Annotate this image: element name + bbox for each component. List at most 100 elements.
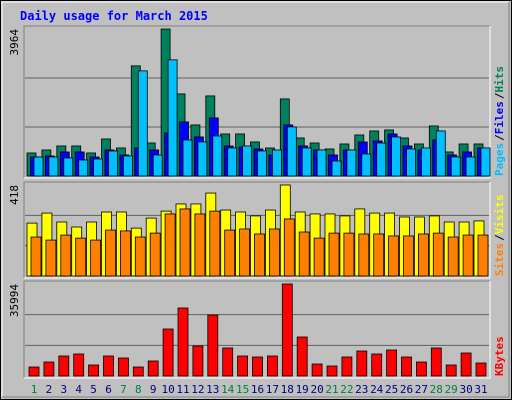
bar [432,232,444,277]
bar [257,150,267,177]
bar [167,59,178,177]
bar [222,347,234,377]
bar [341,356,353,377]
x-tick-label: 14 [221,383,235,396]
x-tick-label: 21 [325,383,338,396]
bar [207,314,219,377]
x-tick-label: 2 [46,383,53,396]
bar [254,233,265,277]
x-tick-label: 11 [176,383,189,396]
x-tick-label: 6 [105,383,112,396]
bar [28,366,40,377]
bar [331,160,342,177]
bar [266,355,278,377]
bar [376,142,387,177]
legend-entry: KBytes [493,336,506,376]
bar [313,237,325,277]
bar [480,147,491,177]
bar [403,235,414,277]
bar [283,218,295,277]
x-tick-label: 20 [310,383,323,396]
bar [209,210,221,277]
bar [316,149,327,177]
y-tick-label: 418 [8,185,21,205]
bar [162,328,174,377]
bar [63,157,74,177]
bar [108,150,118,177]
bar [237,355,249,377]
y-tick-label: 3964 [8,29,21,56]
x-tick-label: 24 [370,383,384,396]
bar [415,361,427,377]
bar [417,233,429,277]
bar [103,355,114,377]
bar [388,235,400,277]
legend-entry: Visits [493,195,506,235]
bar [58,355,70,377]
bar [197,141,208,177]
y-tick-label: 35994 [8,284,21,317]
bar [60,234,72,277]
x-tick-label: 12 [191,383,204,396]
bar [373,233,385,277]
bar [242,145,253,177]
legend-entry: Hits [493,66,506,93]
bar [401,356,412,377]
bar [343,232,355,277]
panel-frame [24,182,491,279]
legend: Pages/Files/Hits [493,66,506,176]
bar [33,156,44,177]
bar [477,234,489,277]
bar [152,154,163,177]
bar [93,158,103,177]
bar [120,230,131,277]
bar [271,149,282,177]
bar [45,239,57,277]
bar [118,357,129,377]
legend-separator: / [493,134,506,141]
x-tick-label: 27 [415,383,428,396]
x-tick-label: 8 [135,383,142,396]
bar [137,70,148,177]
bar [227,147,238,177]
x-tick-label: 15 [236,383,249,396]
legend-separator: / [493,234,506,241]
bar [192,345,204,377]
bar [48,156,59,177]
bar [123,155,133,177]
legend-separator: / [493,92,506,99]
bar [391,136,402,177]
x-tick-label: 10 [161,383,174,396]
bar [356,350,368,377]
bar [134,236,146,277]
bar [224,229,236,277]
bar [43,361,55,377]
x-tick-label: 7 [120,383,127,396]
x-tick-label: 16 [251,383,264,396]
bar [147,360,159,377]
bar [346,149,357,177]
bar [149,232,161,277]
panel-frame [23,181,490,278]
bar [212,135,223,177]
bar [132,366,144,377]
legend: Sites /Visits [493,195,506,277]
panel-frame [23,25,490,178]
x-tick-label: 30 [459,383,472,396]
panel-frame [23,280,490,378]
bar [179,208,191,277]
bar [30,236,42,277]
bar [465,156,476,177]
x-tick-label: 18 [281,383,294,396]
bar [78,159,89,177]
bar [164,213,176,277]
x-tick-label: 3 [60,383,67,396]
bar [462,234,474,277]
bar [430,347,442,377]
panel-frame [24,26,491,179]
bar [296,336,308,377]
